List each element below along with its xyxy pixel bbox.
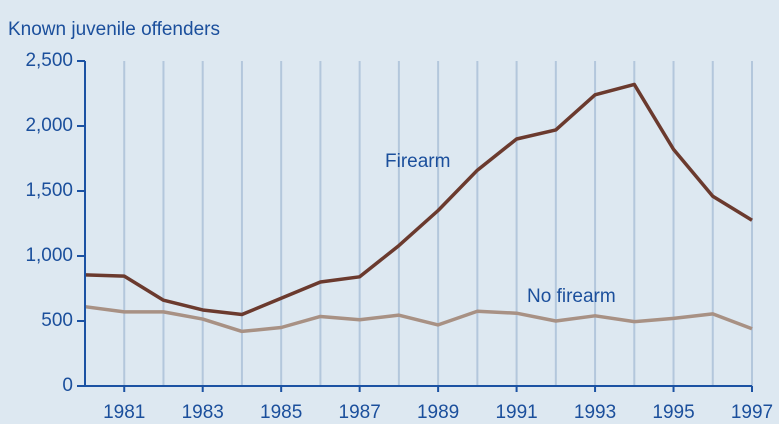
lines: [84, 82, 753, 334]
series-line: [84, 82, 753, 317]
x-tick-label: 1989: [417, 402, 459, 423]
series-label: Firearm: [385, 151, 450, 172]
x-tick-label: 1983: [182, 402, 224, 423]
y-tick-label: 2,500: [25, 50, 73, 71]
x-tick-label: 1993: [574, 402, 616, 423]
chart-title: Known juvenile offenders: [8, 19, 220, 40]
y-tick-label: 0: [62, 375, 73, 396]
series-line: [84, 304, 753, 334]
x-tick-label: 1995: [652, 402, 694, 423]
x-tick-label: 1991: [495, 402, 537, 423]
y-tick-label: 1,500: [25, 180, 73, 201]
series-label: No firearm: [527, 286, 616, 307]
grid: [84, 61, 753, 386]
x-tick-label: 1997: [731, 402, 773, 423]
axes: 0 500 1,000 1,500 2,000 2,500 1981 1983 1985 1987…: [25, 50, 773, 423]
y-tick-label: 500: [41, 310, 73, 331]
x-tick-label: 1987: [339, 402, 381, 423]
y-tick-label: 1,000: [25, 245, 73, 266]
x-tick-label: 1981: [103, 402, 145, 423]
y-tick-label: 2,000: [25, 115, 73, 136]
x-tick-label: 1985: [260, 402, 302, 423]
